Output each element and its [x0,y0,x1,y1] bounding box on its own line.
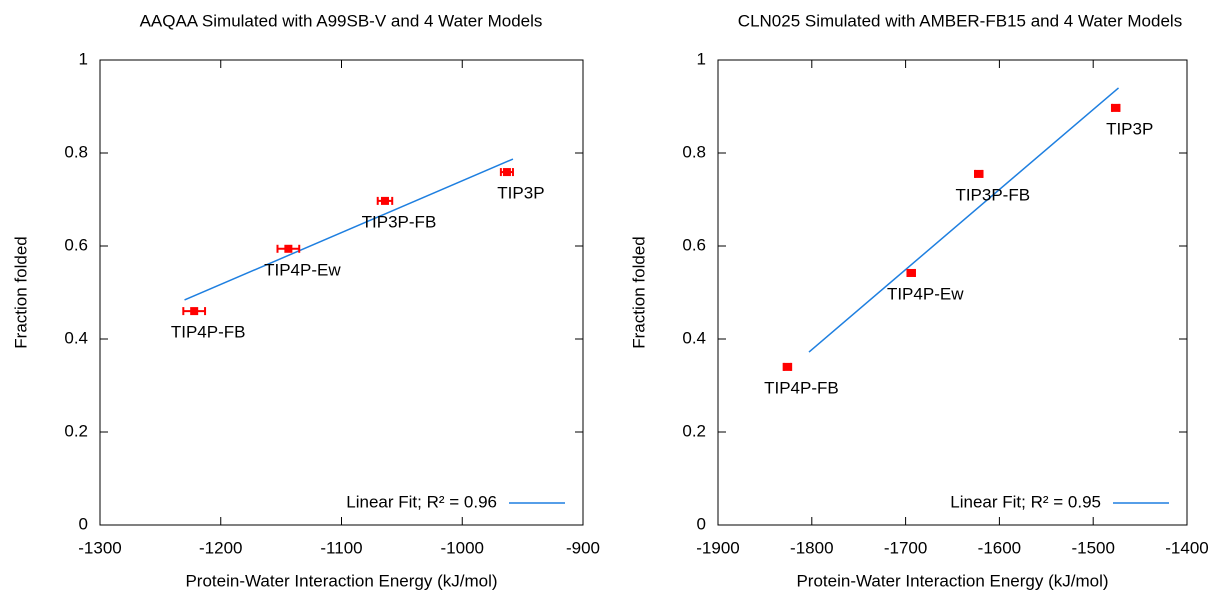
x-axis-label: Protein-Water Interaction Energy (kJ/mol… [185,571,497,590]
y-tick-label: 1 [697,49,706,68]
y-tick-label: 0.4 [64,328,88,347]
x-tick-label: -1300 [78,538,121,557]
x-tick-label: -1200 [199,538,242,557]
point-label: TIP3P-FB [362,212,437,231]
y-tick-label: 0.8 [682,142,706,161]
fit-line [184,158,514,301]
plot-frame [99,59,584,526]
x-tick-label: -1700 [884,538,927,557]
point [190,307,199,316]
y-tick-label: 0.6 [682,235,706,254]
x-tick-label: -1600 [978,538,1021,557]
x-tick-label: -1900 [696,538,739,557]
point [907,268,916,277]
point [974,169,983,178]
x-tick-label: -1000 [441,538,484,557]
point-label: TIP4P-FB [764,378,839,397]
y-tick-label: 0.2 [682,421,706,440]
chart-title: AAQAA Simulated with A99SB-V and 4 Water… [140,11,543,30]
y-tick-label: 1 [79,49,88,68]
x-tick-label: -1500 [1071,538,1114,557]
point [380,196,389,205]
point-label: TIP3P [1106,119,1153,138]
point-label: TIP3P-FB [955,185,1030,204]
legend-label: Linear Fit; R² = 0.96 [346,492,497,511]
y-axis-label: Fraction folded [11,236,30,348]
point [502,168,511,177]
legend-label: Linear Fit; R² = 0.95 [950,492,1101,511]
point [1111,103,1120,112]
y-tick-label: 0.2 [64,421,88,440]
point [783,362,792,371]
x-tick-label: -1100 [320,538,362,557]
plot-frame [717,59,1188,526]
fit-line [808,87,1120,353]
y-tick-label: 0 [79,514,88,533]
y-tick-label: 0 [697,514,706,533]
x-axis-label: Protein-Water Interaction Energy (kJ/mol… [796,571,1108,590]
x-tick-label: -1400 [1165,538,1208,557]
x-tick-label: -900 [566,538,600,557]
y-tick-label: 0.6 [64,235,88,254]
y-tick-label: 0.4 [682,328,706,347]
chart-title: CLN025 Simulated with AMBER-FB15 and 4 W… [738,11,1182,30]
y-axis-label: Fraction folded [629,236,648,348]
point-label: TIP4P-Ew [264,260,341,279]
point-label: TIP3P [497,184,544,203]
point [284,244,293,253]
point-label: TIP4P-FB [171,323,246,342]
x-tick-label: -1800 [790,538,833,557]
y-tick-label: 0.8 [64,142,88,161]
point-label: TIP4P-Ew [887,284,964,303]
